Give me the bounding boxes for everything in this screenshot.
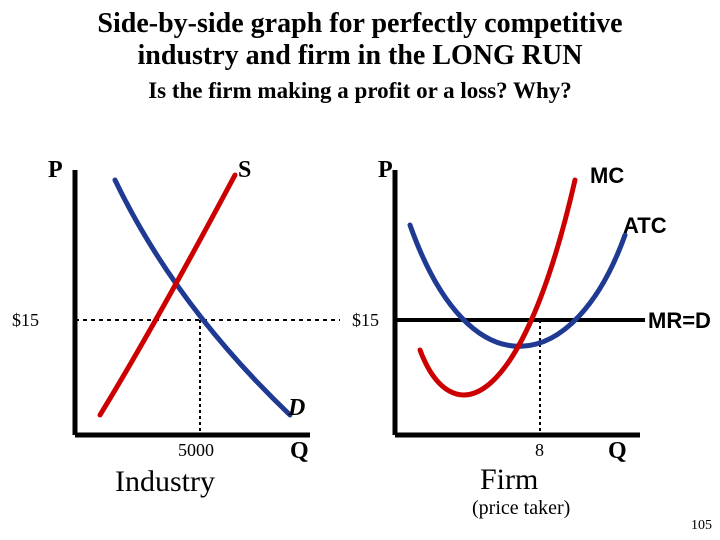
industry-q-label: Q [290,438,309,465]
title-line2: industry and firm in the LONG RUN [0,40,720,72]
industry-qty-label: 5000 [178,440,214,461]
firm-q-label: Q [608,438,627,465]
subtitle: Is the firm making a profit or a loss? W… [0,78,720,104]
firm-p-label: P [378,157,393,184]
firm-name: Firm [480,463,538,497]
firm-mc-label: MC [590,163,624,189]
chart-svg [0,155,720,535]
firm-price-label: $15 [352,310,379,331]
slide-number: 105 [691,518,712,534]
firm-atc-label: ATC [623,213,667,239]
charts-area: P S $15 D 5000 Q Industry P MC ATC $15 M… [0,155,720,535]
industry-p-label: P [48,157,63,184]
title-line1: Side-by-side graph for perfectly competi… [0,0,720,40]
industry-price-label: $15 [12,310,39,331]
industry-d-label: D [288,395,305,422]
industry-name: Industry [115,465,215,499]
firm-subtitle: (price taker) [472,497,570,520]
firm-mr-label: MR=D [648,308,711,334]
industry-s-label: S [238,157,251,184]
firm-qty-label: 8 [535,440,544,461]
